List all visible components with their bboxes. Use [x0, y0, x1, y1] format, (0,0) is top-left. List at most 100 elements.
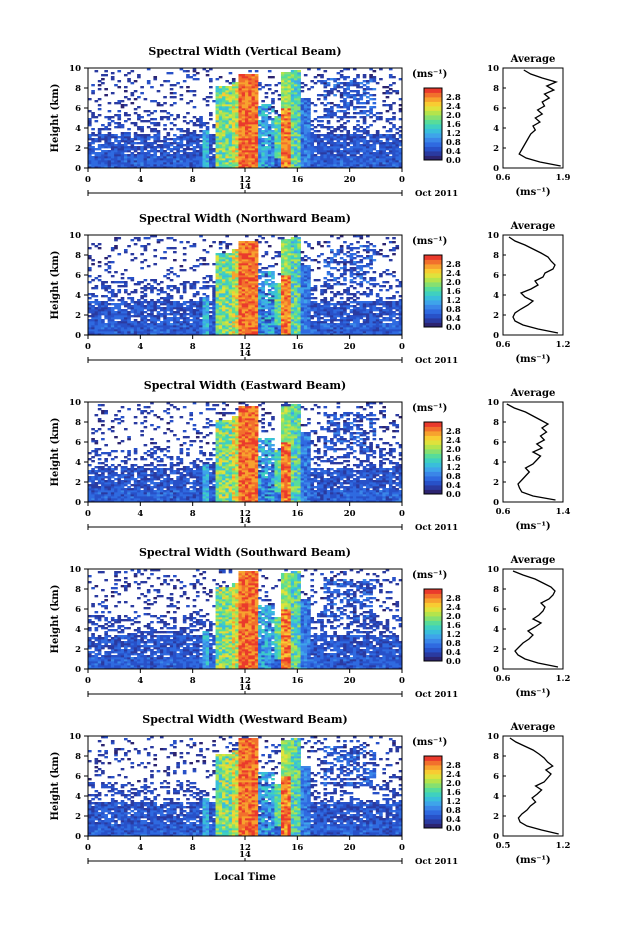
- heatmap-cell: [216, 253, 220, 255]
- heatmap-cell: [114, 245, 118, 247]
- heatmap-cell: [301, 257, 305, 259]
- heatmap-cell: [376, 116, 380, 118]
- heatmap-cell: [363, 84, 367, 86]
- heatmap-cell: [346, 164, 350, 166]
- heatmap-cell: [95, 138, 99, 140]
- heatmap-cell: [229, 293, 233, 295]
- heatmap-cell: [189, 315, 193, 317]
- heatmap-cell: [196, 301, 200, 303]
- heatmap-cell: [202, 138, 206, 140]
- heatmap-cell: [284, 251, 288, 253]
- heatmap-cell: [353, 128, 357, 130]
- heatmap-cell: [225, 273, 229, 275]
- heatmap-cell: [216, 138, 220, 140]
- heatmap-cell: [363, 118, 367, 120]
- heatmap-cell: [98, 305, 102, 307]
- heatmap-cell: [206, 305, 210, 307]
- heatmap-cell: [265, 283, 269, 285]
- heatmap-cell: [108, 160, 112, 162]
- heatmap-cell: [248, 277, 252, 279]
- heatmap-cell: [265, 154, 269, 156]
- heatmap-cell: [147, 136, 151, 138]
- heatmap-cell: [291, 154, 295, 156]
- heatmap-cell: [350, 84, 354, 86]
- heatmap-cell: [219, 110, 223, 112]
- heatmap-cell: [271, 148, 275, 150]
- heatmap-cell: [147, 243, 151, 245]
- heatmap-cell: [127, 307, 131, 309]
- heatmap-cell: [386, 158, 390, 160]
- heatmap-cell: [255, 146, 259, 148]
- y-tick-label: 8: [75, 84, 81, 94]
- heatmap-cell: [307, 309, 311, 311]
- heatmap-cell: [373, 80, 377, 82]
- heatmap-cell: [278, 317, 282, 319]
- heatmap-cell: [294, 257, 298, 259]
- heatmap-cell: [379, 140, 383, 142]
- heatmap-cell: [163, 146, 167, 148]
- heatmap-cell: [98, 327, 102, 329]
- heatmap-cell: [216, 154, 220, 156]
- heatmap-cell: [189, 148, 193, 150]
- heatmap-cell: [183, 160, 187, 162]
- heatmap-cell: [307, 329, 311, 331]
- heatmap-cell: [356, 128, 360, 130]
- heatmap-cell: [307, 98, 311, 100]
- heatmap-cell: [153, 317, 157, 319]
- heatmap-cell: [144, 140, 148, 142]
- heatmap-cell: [278, 150, 282, 152]
- heatmap-cell: [320, 120, 324, 122]
- heatmap-cell: [284, 154, 288, 156]
- heatmap-cell: [288, 126, 292, 128]
- heatmap-cell: [353, 78, 357, 80]
- heatmap-cell: [291, 309, 295, 311]
- heatmap-cell: [232, 291, 236, 293]
- heatmap-cell: [144, 279, 148, 281]
- heatmap-cell: [108, 315, 112, 317]
- heatmap-cell: [343, 122, 347, 124]
- heatmap-cell: [265, 108, 269, 110]
- heatmap-cell: [114, 295, 118, 297]
- heatmap-cell: [395, 142, 399, 144]
- heatmap-cell: [121, 164, 125, 166]
- heatmap-cell: [216, 255, 220, 257]
- heatmap-cell: [137, 128, 141, 130]
- heatmap-cell: [131, 154, 135, 156]
- heatmap-cell: [209, 148, 213, 150]
- heatmap-cell: [212, 323, 216, 325]
- heatmap-cell: [288, 86, 292, 88]
- heatmap-cell: [340, 92, 344, 94]
- heatmap-cell: [363, 164, 367, 166]
- heatmap-cell: [232, 122, 236, 124]
- heatmap-cell: [343, 106, 347, 108]
- heatmap-cell: [124, 150, 128, 152]
- heatmap-cell: [170, 285, 174, 287]
- heatmap-cell: [180, 329, 184, 331]
- heatmap-cell: [337, 148, 341, 150]
- heatmap-cell: [255, 88, 259, 90]
- heatmap-cell: [294, 104, 298, 106]
- heatmap-cell: [127, 327, 131, 329]
- heatmap-cell: [180, 323, 184, 325]
- heatmap-cell: [229, 114, 233, 116]
- heatmap-cell: [219, 120, 223, 122]
- heatmap-cell: [150, 158, 154, 160]
- heatmap-cell: [199, 321, 203, 323]
- heatmap-cell: [294, 126, 298, 128]
- heatmap-cell: [281, 281, 285, 283]
- heatmap-cell: [297, 321, 301, 323]
- heatmap-cell: [144, 307, 148, 309]
- heatmap-cell: [340, 126, 344, 128]
- heatmap-cell: [114, 158, 118, 160]
- heatmap-cell: [288, 301, 292, 303]
- heatmap-cell: [121, 158, 125, 160]
- heatmap-cell: [104, 327, 108, 329]
- heatmap-cell: [225, 313, 229, 315]
- heatmap-cell: [111, 154, 115, 156]
- heatmap-cell: [238, 86, 242, 88]
- heatmap-cell: [238, 299, 242, 301]
- heatmap-cell: [225, 154, 229, 156]
- heatmap-cell: [144, 299, 148, 301]
- heatmap-cell: [291, 325, 295, 327]
- heatmap-cell: [111, 142, 115, 144]
